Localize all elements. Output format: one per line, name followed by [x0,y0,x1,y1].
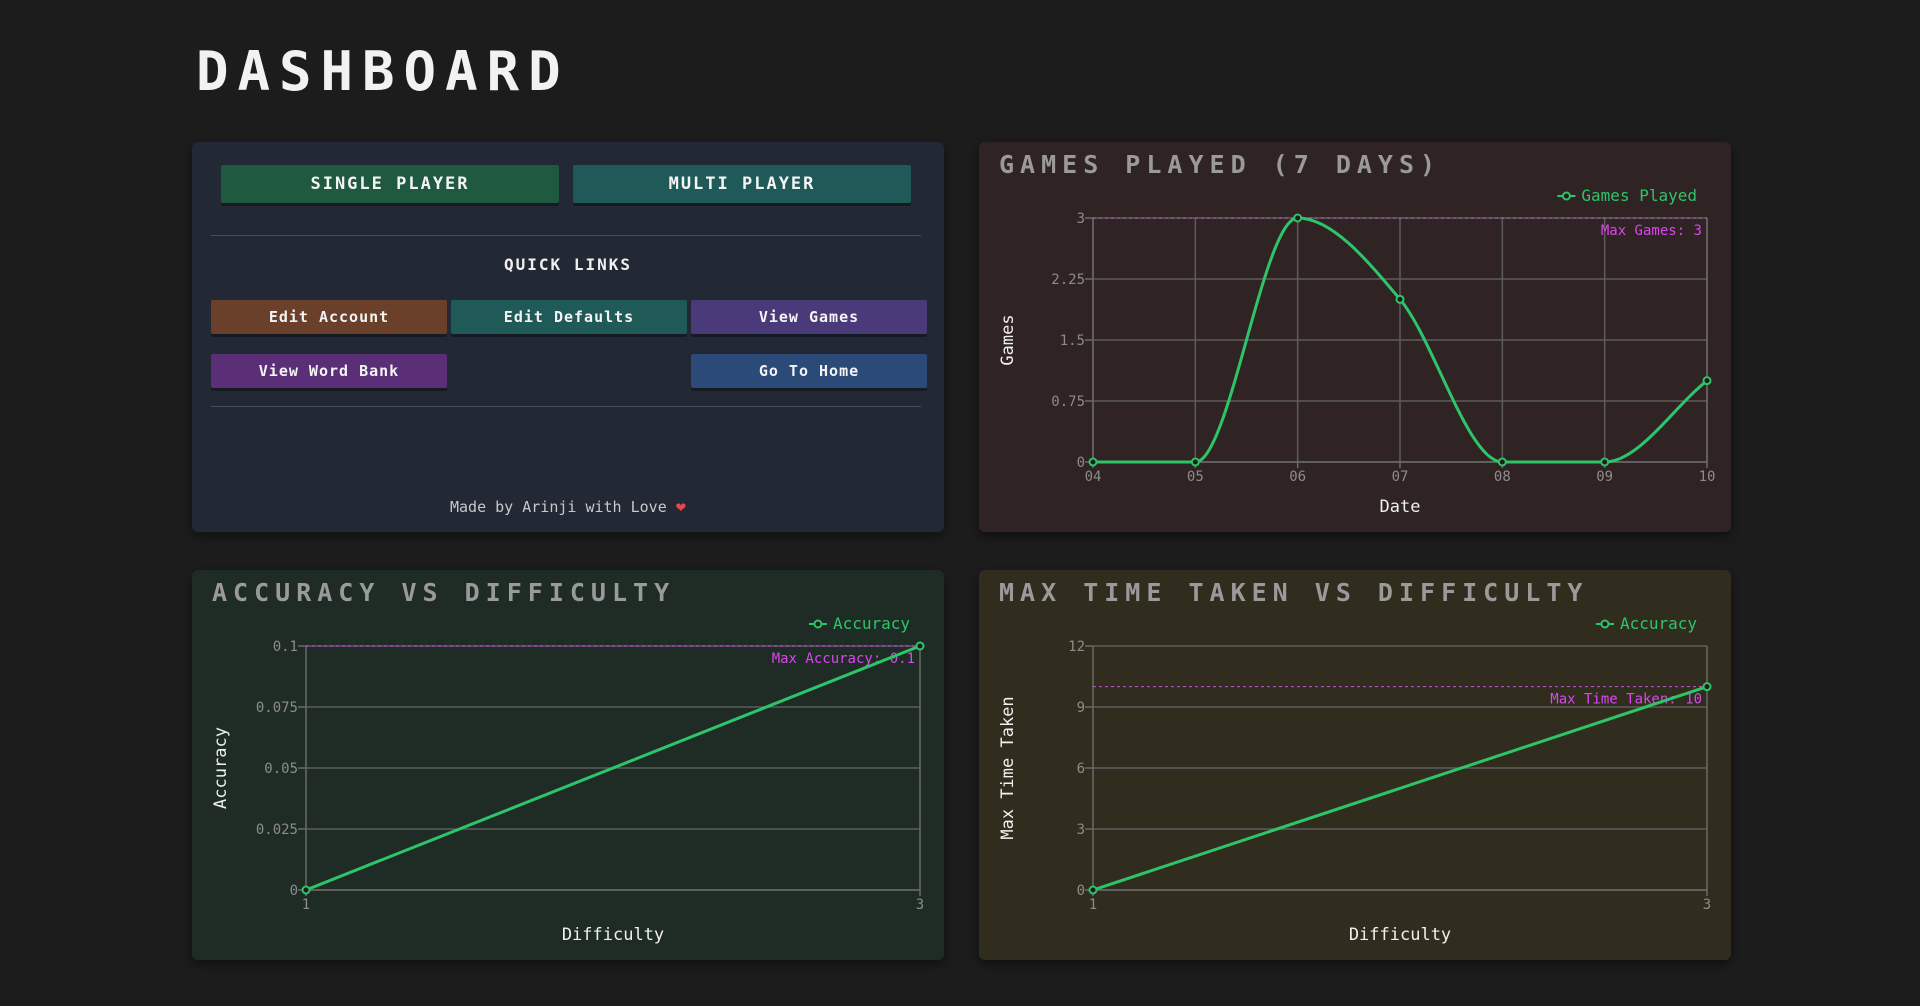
view-word-bank-button[interactable]: View Word Bank [211,354,447,388]
x-tick-label: 06 [1289,469,1306,485]
quick-links-title: QUICK LINKS [504,255,632,274]
y-tick-label: 12 [1068,639,1085,655]
y-axis-label: Accuracy [211,727,231,809]
series-line [305,644,921,892]
bottom-divider [211,406,921,407]
data-point [1600,457,1610,467]
x-tick-label: 08 [1494,469,1511,485]
legend-swatch-marker [1600,619,1610,629]
navigation-panel: SINGLE PLAYER MULTI PLAYER QUICK LINKS E… [192,142,944,532]
y-tick-label: 0 [290,883,298,899]
x-tick-label: 09 [1596,469,1613,485]
legend-swatch-marker [1561,191,1571,201]
page-title: DASHBOARD [196,40,570,103]
reference-line-label: Max Games: 3 [1601,223,1702,239]
single-player-button[interactable]: SINGLE PLAYER [221,165,559,203]
data-point [1293,213,1303,223]
x-tick-label: 1 [302,897,310,913]
y-axis-label: Games [998,314,1018,365]
legend-label: Accuracy [833,614,910,633]
legend-label: Games Played [1581,186,1697,205]
go-to-home-button[interactable]: Go To Home [691,354,927,388]
x-tick-label: 1 [1089,897,1097,913]
legend-label: Accuracy [1620,614,1697,633]
heart-icon: ❤ [675,497,687,517]
data-point [1702,682,1712,692]
y-tick-label: 9 [1077,700,1085,716]
x-tick-label: 3 [916,897,924,913]
max-time-chart: 0 3 6 9 12 1 3 Max Time Taken: 10 Accuracy Diffic… [998,614,1712,945]
y-tick-label: 3 [1077,822,1085,838]
y-tick-label: 6 [1077,761,1085,777]
footer-text: Made by Arinji with Love [449,498,667,516]
y-tick-label: 0.025 [256,822,298,838]
accuracy-chart-title: ACCURACY VS DIFFICULTY [212,578,676,607]
y-tick-label: 2.25 [1051,272,1085,288]
edit-account-button[interactable]: Edit Account [211,300,447,334]
top-divider [211,235,921,236]
x-tick-label: 3 [1703,897,1711,913]
series-line [1092,685,1708,892]
max-time-panel: MAX TIME TAKEN VS DIFFICULTY 0 3 6 9 12 1 3 Max… [979,570,1731,960]
y-tick-label: 0.1 [273,639,298,655]
x-tick-label: 07 [1392,469,1409,485]
games-played-chart: 0 0.75 1.5 2.25 3 04 05 06 07 08 09 10 Max Games: 3 G… [998,186,1716,517]
reference-line-label: Max Accuracy: 0.1 [772,651,915,667]
y-tick-label: 0 [1077,883,1085,899]
y-tick-label: 0.05 [264,761,298,777]
data-point [1088,457,1098,467]
data-point [1702,376,1712,386]
data-point [1088,885,1098,895]
y-tick-label: 3 [1077,211,1085,227]
games-chart-title: GAMES PLAYED (7 DAYS) [999,150,1442,179]
data-point [1190,457,1200,467]
data-point [301,885,311,895]
accuracy-panel: ACCURACY VS DIFFICULTY 0 0.025 0.05 0.075 0.… [192,570,944,960]
y-tick-label: 0.075 [256,700,298,716]
view-games-button[interactable]: View Games [691,300,927,334]
data-point [1497,457,1507,467]
x-tick-label: 05 [1187,469,1204,485]
x-axis-label: Date [1380,497,1421,517]
data-point [915,641,925,651]
y-axis-label: Max Time Taken [998,696,1018,839]
games-played-panel: GAMES PLAYED (7 DAYS) 0 0.75 1.5 2.25 3 04 05 0… [979,142,1731,532]
multi-player-button[interactable]: MULTI PLAYER [573,165,911,203]
max-time-chart-title: MAX TIME TAKEN VS DIFFICULTY [999,578,1589,607]
accuracy-chart: 0 0.025 0.05 0.075 0.1 1 3 Max Accuracy: 0.1 Acc… [211,614,925,945]
edit-defaults-button[interactable]: Edit Defaults [451,300,687,334]
x-tick-label: 04 [1085,469,1102,485]
footer: Made by Arinji with Love ❤ [192,497,944,517]
reference-line-label: Max Time Taken: 10 [1550,692,1702,708]
x-axis-label: Difficulty [562,925,664,945]
y-tick-label: 0 [1077,455,1085,471]
x-tick-label: 10 [1699,469,1716,485]
y-tick-label: 1.5 [1060,333,1085,349]
data-point [1395,294,1405,304]
y-tick-label: 0.75 [1051,394,1085,410]
legend-swatch-marker [813,619,823,629]
x-axis-label: Difficulty [1349,925,1451,945]
